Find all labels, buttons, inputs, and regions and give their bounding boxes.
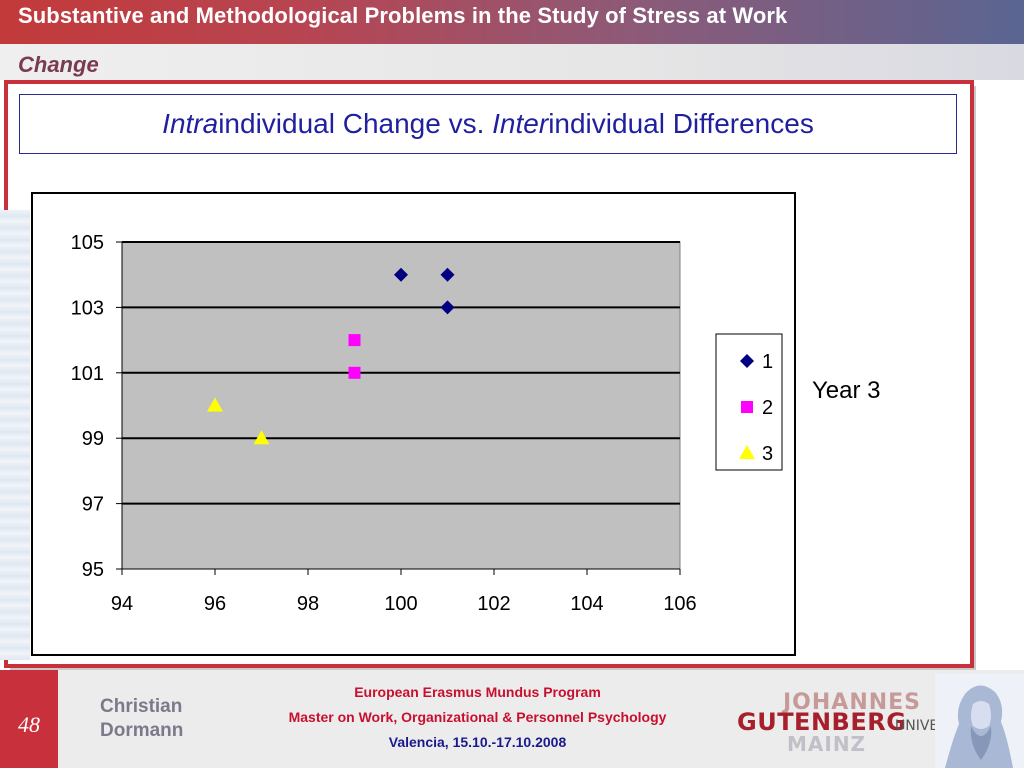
legend-label-3: 3 <box>762 443 773 465</box>
chart-container: 95 97 99 101 103 105 94 96 98 100 102 104 106 1 2 3 <box>31 192 796 656</box>
y-tick-label: 105 <box>71 232 104 254</box>
legend-marker-2 <box>741 401 753 413</box>
x-tick-label: 104 <box>570 593 603 615</box>
y-tick-label: 97 <box>82 494 104 516</box>
heading-text-2: individual Differences <box>548 108 814 139</box>
logo-word-johannes: JOHANNES <box>783 690 922 715</box>
heading-italic-inter: Inter <box>492 108 549 139</box>
x-tick-label: 98 <box>297 593 319 615</box>
program-info: European Erasmus Mundus Program Master o… <box>225 680 730 755</box>
program-name: European Erasmus Mundus Program <box>354 684 601 700</box>
data-point-series-2 <box>348 334 361 347</box>
scatter-chart: 95 97 99 101 103 105 94 96 98 100 102 104 106 1 2 3 <box>71 232 783 615</box>
legend-marker-3 <box>739 445 755 459</box>
heading-italic-intra: Intra <box>162 108 219 139</box>
page-number: 48 <box>18 712 40 737</box>
data-point-series-3 <box>207 397 223 412</box>
data-point-series-1 <box>394 267 408 282</box>
data-point-series-1 <box>440 300 455 315</box>
legend-marker-1 <box>740 354 754 368</box>
author-first-name: Christian <box>100 696 183 717</box>
footer-bar <box>58 670 1024 768</box>
x-tick-label: 96 <box>204 593 226 615</box>
author-name: Christian Dormann <box>100 695 183 743</box>
legend-label-1: 1 <box>762 351 773 373</box>
gutenberg-portrait-icon <box>935 674 1024 768</box>
year-annotation: Year 3 <box>812 377 881 404</box>
slide-title: Substantive and Methodological Problems … <box>18 3 788 28</box>
y-tick-label: 103 <box>71 297 104 319</box>
x-tick-label: 100 <box>384 593 417 615</box>
y-tick-label: 99 <box>82 428 104 450</box>
plot-area <box>121 241 681 570</box>
x-tick-label: 94 <box>111 593 133 615</box>
heading-text-1: individual Change vs. <box>218 108 493 139</box>
footer-page-block <box>0 670 58 768</box>
x-tick-label: 102 <box>477 593 510 615</box>
data-point-series-1 <box>440 267 455 282</box>
data-point-series-3 <box>253 430 270 445</box>
program-venue-dates: Valencia, 15.10.-17.10.2008 <box>388 734 567 750</box>
slide-subtitle: Change <box>18 52 99 77</box>
university-logo: JOHANNES GUTENBERG UNIVERSITÄT MAINZ <box>735 690 986 760</box>
data-point-series-2 <box>348 366 361 379</box>
heading-box: Intraindividual Change vs. Interindividu… <box>19 94 957 154</box>
y-tick-label: 95 <box>82 559 104 581</box>
legend-label-2: 2 <box>762 397 773 419</box>
program-master: Master on Work, Organizational & Personn… <box>288 709 667 725</box>
x-tick-label: 106 <box>663 593 696 615</box>
decorative-background-strip <box>0 210 30 660</box>
logo-word-mainz: MAINZ <box>787 732 867 756</box>
logo-word-gutenberg: GUTENBERG <box>737 708 907 736</box>
y-tick-label: 101 <box>71 363 104 385</box>
author-last-name: Dormann <box>100 720 184 741</box>
header-banner <box>0 0 1024 80</box>
